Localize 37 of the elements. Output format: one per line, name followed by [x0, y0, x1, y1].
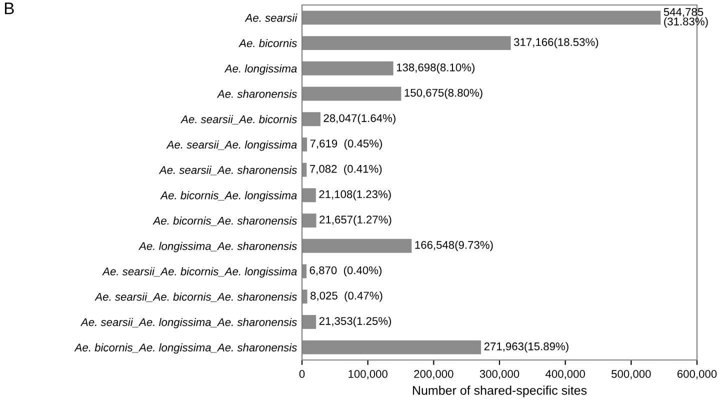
y-tick-label: Ae. searsii_Ae. bicornis_Ae. sharonensis	[94, 292, 297, 302]
x-tick-label: 0	[299, 370, 305, 378]
data-label: 21,657(1.27%)	[320, 215, 392, 226]
y-tick-label: Ae. bicornis	[238, 39, 297, 48]
data-label: 138,698(8.10%)	[396, 63, 474, 74]
y-tick-label: Ae. searsii	[244, 14, 298, 22]
data-label: 7,619 (0.45%)	[310, 139, 382, 150]
y-tick-label: Ae. searsii_Ae. sharonensis	[158, 166, 297, 176]
data-label: 28,047(1.64%)	[324, 114, 396, 124]
data-label: 21,108(1.23%)	[319, 190, 391, 200]
y-tick-label: Ae. searsii_Ae. longissima	[166, 140, 297, 151]
y-tick-label: Ae. longissima	[224, 64, 297, 75]
x-tick-label: 400,000	[546, 370, 585, 380]
data-label: 21,353(1.25%)	[319, 316, 392, 328]
y-tick-label: Ae. longissima_Ae. sharonensis	[138, 242, 297, 252]
x-tick-label: 500,000	[612, 370, 651, 380]
y-tick-label: Ae. bicornis_Ae. longissima	[160, 191, 297, 202]
data-label: 317,166(18.53%)	[514, 38, 598, 48]
x-axis-title: Number of shared-specific sites	[412, 386, 587, 398]
y-tick-label: Ae. searsii_Ae. bicornis	[180, 115, 297, 124]
text: B	[4, 2, 14, 14]
y-tick-label: Ae. searsii_Ae. longissima_Ae. sharonensis	[80, 318, 297, 328]
x-tick-label: 600,000	[677, 370, 717, 380]
x-tick-label: 300,000	[480, 370, 520, 380]
x-tick-label: 100,000	[348, 370, 388, 380]
y-tick-label: Ae. sharonensis	[216, 90, 297, 98]
data-label: 150,675(8.80%)	[404, 88, 482, 99]
y-tick-label: Ae. bicornis_Ae. longissima_Ae. sharonensis	[74, 343, 297, 354]
x-tick-label: 200,000	[414, 370, 454, 380]
data-label: 271,963(15.89%)	[484, 342, 568, 352]
data-label: 7,082 (0.41%)	[310, 164, 382, 175]
y-tick-label: Ae. bicornis_Ae. sharonensis	[152, 216, 297, 226]
data-label: 8,025 (0.47%)	[310, 291, 382, 302]
data-label: 544,785 (31.83%)	[664, 8, 708, 28]
data-label: 166,548(9.73%)	[415, 240, 493, 252]
data-label: 6,870 (0.40%)	[310, 266, 382, 276]
y-tick-label: Ae. searsii_Ae. bicornis_Ae. longissima	[102, 267, 297, 278]
